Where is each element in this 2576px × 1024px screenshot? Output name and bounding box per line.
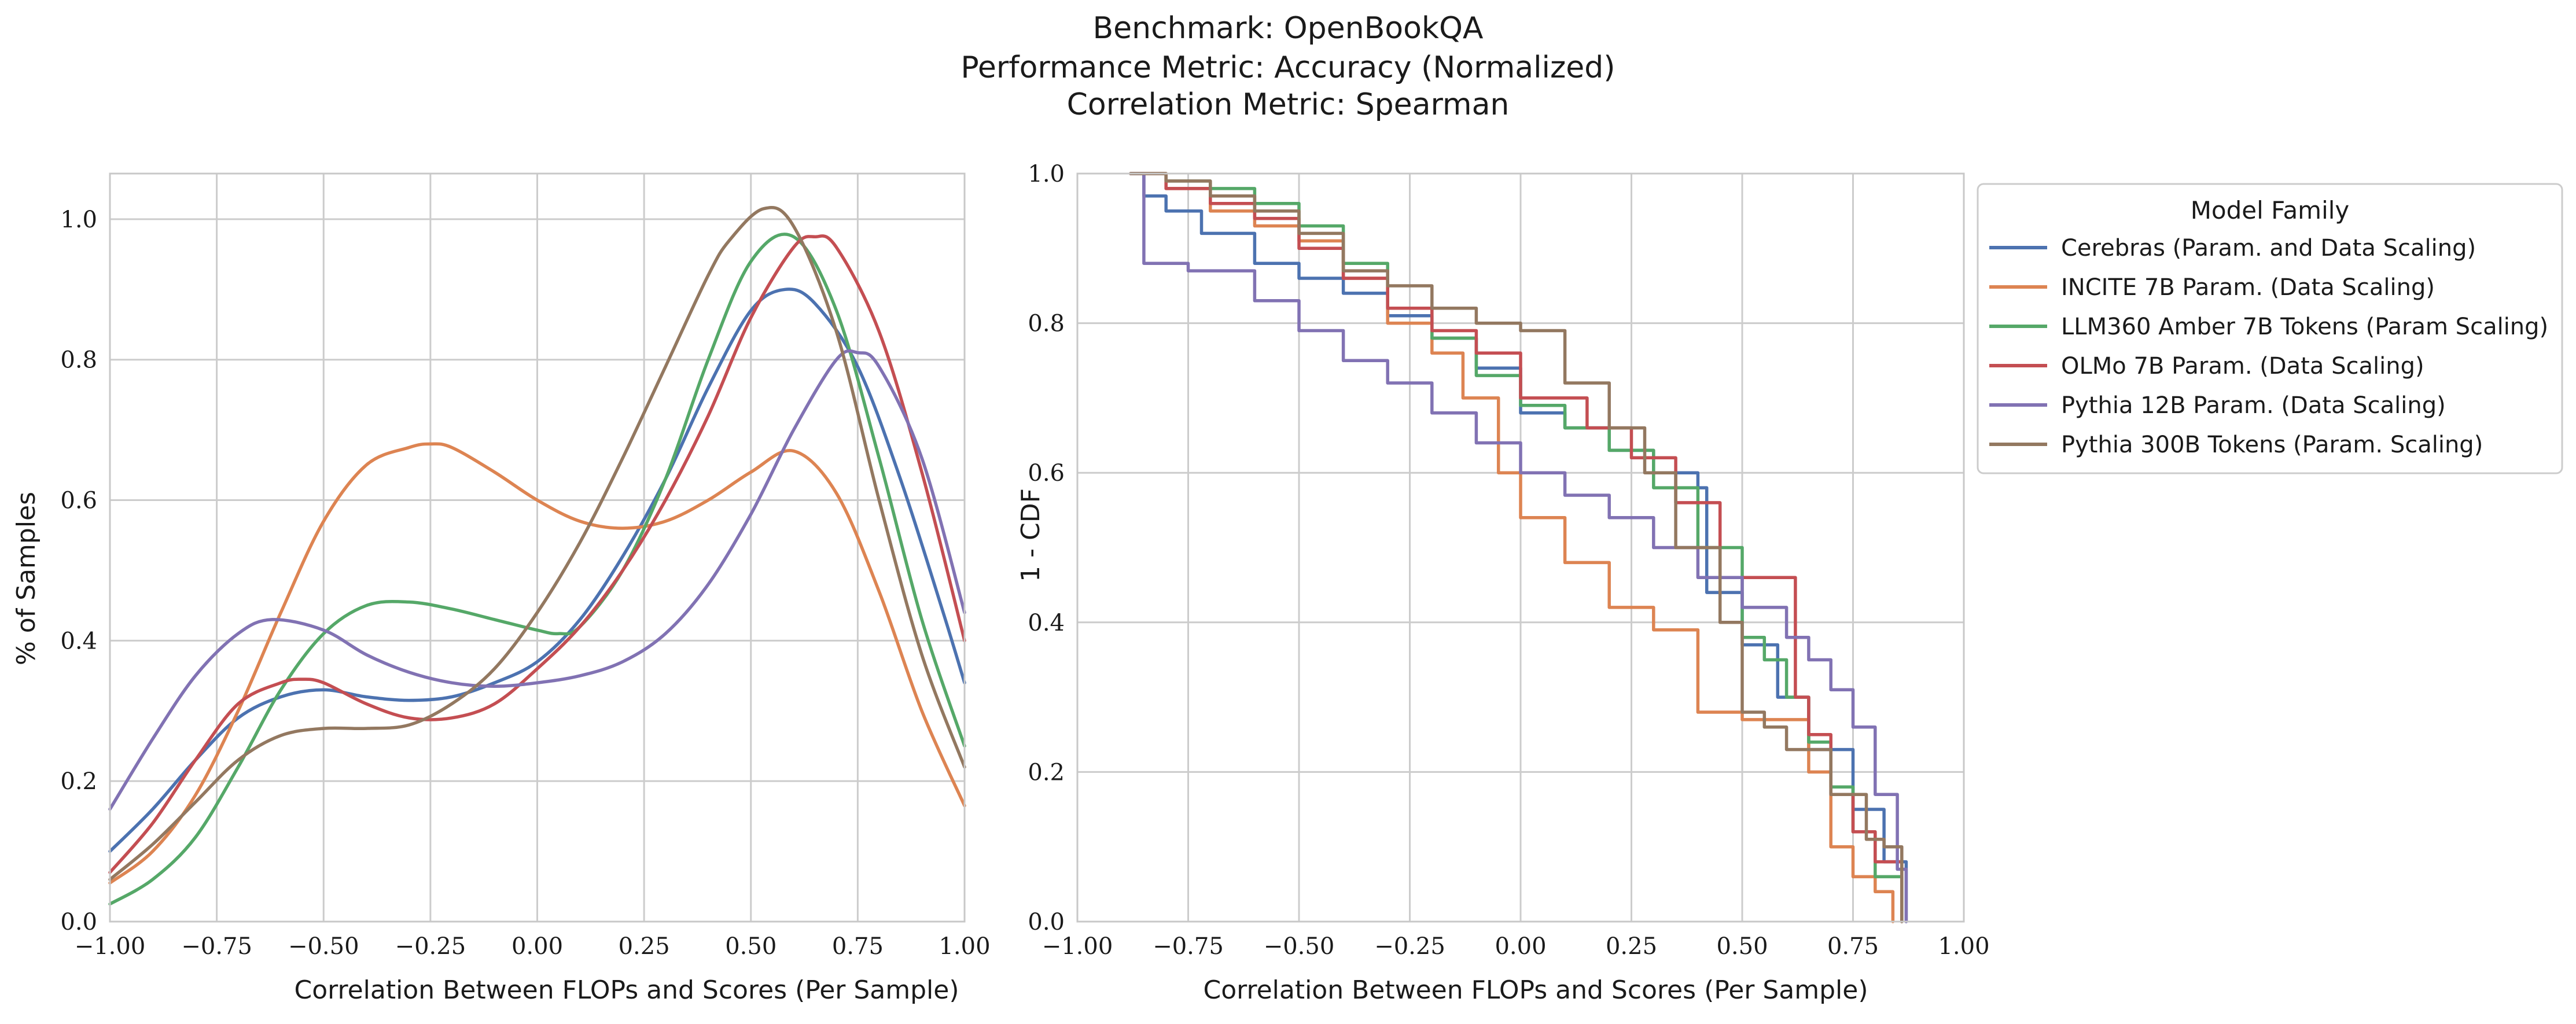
- survival-x-tick-label: 0.50: [1716, 933, 1768, 960]
- survival-y-tick-label: 1.0: [1028, 161, 1065, 187]
- legend-item-incite-7b-param-data-scaling: INCITE 7B Param. (Data Scaling): [1989, 274, 2435, 301]
- figure-title: Benchmark: OpenBookQA Performance Metric…: [961, 11, 1615, 122]
- kde-series-cerebras-param-and-data-scaling: [108, 288, 966, 853]
- kde-series-olmo-7b-param-data-scaling: [108, 234, 966, 874]
- legend-item-cerebras-param-and-data-scaling: Cerebras (Param. and Data Scaling): [1989, 235, 2476, 261]
- title-line-1: Benchmark: OpenBookQA: [1092, 11, 1483, 46]
- legend-label: Pythia 300B Tokens (Param. Scaling): [2061, 432, 2483, 458]
- survival-y-tick-label: 0.2: [1028, 759, 1065, 786]
- kde-x-tick-label: −0.25: [395, 933, 466, 960]
- kde-y-tick-label: 0.8: [60, 347, 97, 374]
- survival-y-axis-label: 1 - CDF: [1016, 488, 1046, 582]
- legend-label: OLMo 7B Param. (Data Scaling): [2061, 353, 2424, 380]
- survival-x-axis-label: Correlation Between FLOPs and Scores (Pe…: [1203, 975, 1868, 1005]
- kde-x-tick-label: 0.25: [619, 933, 670, 960]
- survival-y-tick-label: 0.8: [1028, 311, 1065, 337]
- title-line-2: Performance Metric: Accuracy (Normalized…: [961, 50, 1615, 85]
- kde-y-tick-label: 0.2: [60, 768, 97, 795]
- survival-y-tick-label: 0.0: [1028, 909, 1065, 935]
- legend-item-pythia-300b-tokens-param-scaling: Pythia 300B Tokens (Param. Scaling): [1989, 432, 2483, 458]
- kde-series-pythia-12b-param-data-scaling: [108, 349, 966, 811]
- survival-y-tick-label: 0.4: [1028, 610, 1065, 636]
- legend-label: Pythia 12B Param. (Data Scaling): [2061, 392, 2446, 419]
- legend-label: INCITE 7B Param. (Data Scaling): [2061, 274, 2435, 301]
- kde-y-axis-label: % of Samples: [12, 492, 41, 665]
- legend-label: Cerebras (Param. and Data Scaling): [2061, 235, 2476, 261]
- survival-series-pythia-300b-tokens-param-scaling: [1129, 172, 1904, 923]
- kde-x-tick-label: 0.50: [725, 933, 777, 960]
- survival-x-tick-label: 1.00: [1938, 933, 1989, 960]
- survival-series-olmo-7b-param-data-scaling: [1129, 172, 1904, 923]
- kde-x-tick-label: −0.75: [181, 933, 252, 960]
- survival-series-llm360-amber-7b-tokens-param-scaling: [1129, 172, 1904, 923]
- title-line-3: Correlation Metric: Spearman: [1067, 87, 1510, 122]
- kde-x-tick-label: −1.00: [75, 933, 146, 960]
- survival-x-tick-label: −0.75: [1153, 933, 1224, 960]
- legend-title: Model Family: [2191, 196, 2350, 224]
- survival-series-pythia-12b-param-data-scaling: [1129, 172, 1908, 923]
- legend-item-pythia-12b-param-data-scaling: Pythia 12B Param. (Data Scaling): [1989, 392, 2446, 419]
- survival-series-incite-7b-param-data-scaling: [1129, 172, 1895, 923]
- kde-x-tick-label: −0.50: [288, 933, 359, 960]
- survival-x-tick-label: −0.25: [1374, 933, 1445, 960]
- kde-y-tick-label: 0.6: [60, 488, 97, 514]
- survival-x-tick-label: 0.25: [1606, 933, 1657, 960]
- kde-series-pythia-300b-tokens-param-scaling: [108, 206, 966, 881]
- kde-x-tick-label: 1.00: [939, 933, 990, 960]
- kde-x-tick-label: 0.00: [511, 933, 563, 960]
- survival-y-tick-label: 0.6: [1028, 460, 1065, 487]
- kde-y-tick-label: 0.0: [60, 909, 97, 935]
- legend-item-olmo-7b-param-data-scaling: OLMo 7B Param. (Data Scaling): [1989, 353, 2424, 380]
- legend-label: LLM360 Amber 7B Tokens (Param Scaling): [2061, 314, 2548, 340]
- kde-y-tick-label: 1.0: [60, 207, 97, 233]
- survival-x-tick-label: −1.00: [1042, 933, 1113, 960]
- kde-plot-frame: [109, 172, 966, 923]
- legend-box: [1977, 183, 2563, 474]
- survival-series-cerebras-param-and-data-scaling: [1129, 172, 1908, 923]
- survival-x-tick-label: 0.00: [1495, 933, 1546, 960]
- survival-plot: −1.00 −0.75 −0.50 −0.25 0.00 0.25 0.50 0.75 1.00…: [1016, 161, 1990, 1005]
- kde-x-tick-label: 0.75: [832, 933, 884, 960]
- legend: Model Family Cerebras (Param. and Data S…: [1977, 183, 2563, 474]
- kde-x-axis-label: Correlation Between FLOPs and Scores (Pe…: [294, 975, 959, 1005]
- survival-x-tick-label: −0.50: [1264, 933, 1335, 960]
- legend-item-llm360-amber-7b-tokens-param-scaling: LLM360 Amber 7B Tokens (Param Scaling): [1989, 314, 2548, 340]
- survival-x-tick-label: 0.75: [1827, 933, 1879, 960]
- survival-plot-frame: [1076, 172, 1965, 923]
- kde-y-tick-label: 0.4: [60, 628, 97, 654]
- kde-plot: −1.00 −0.75 −0.50 −0.25 0.00 0.25 0.50 0.75 1.00…: [12, 172, 991, 1005]
- kde-series-incite-7b-param-data-scaling: [108, 442, 966, 885]
